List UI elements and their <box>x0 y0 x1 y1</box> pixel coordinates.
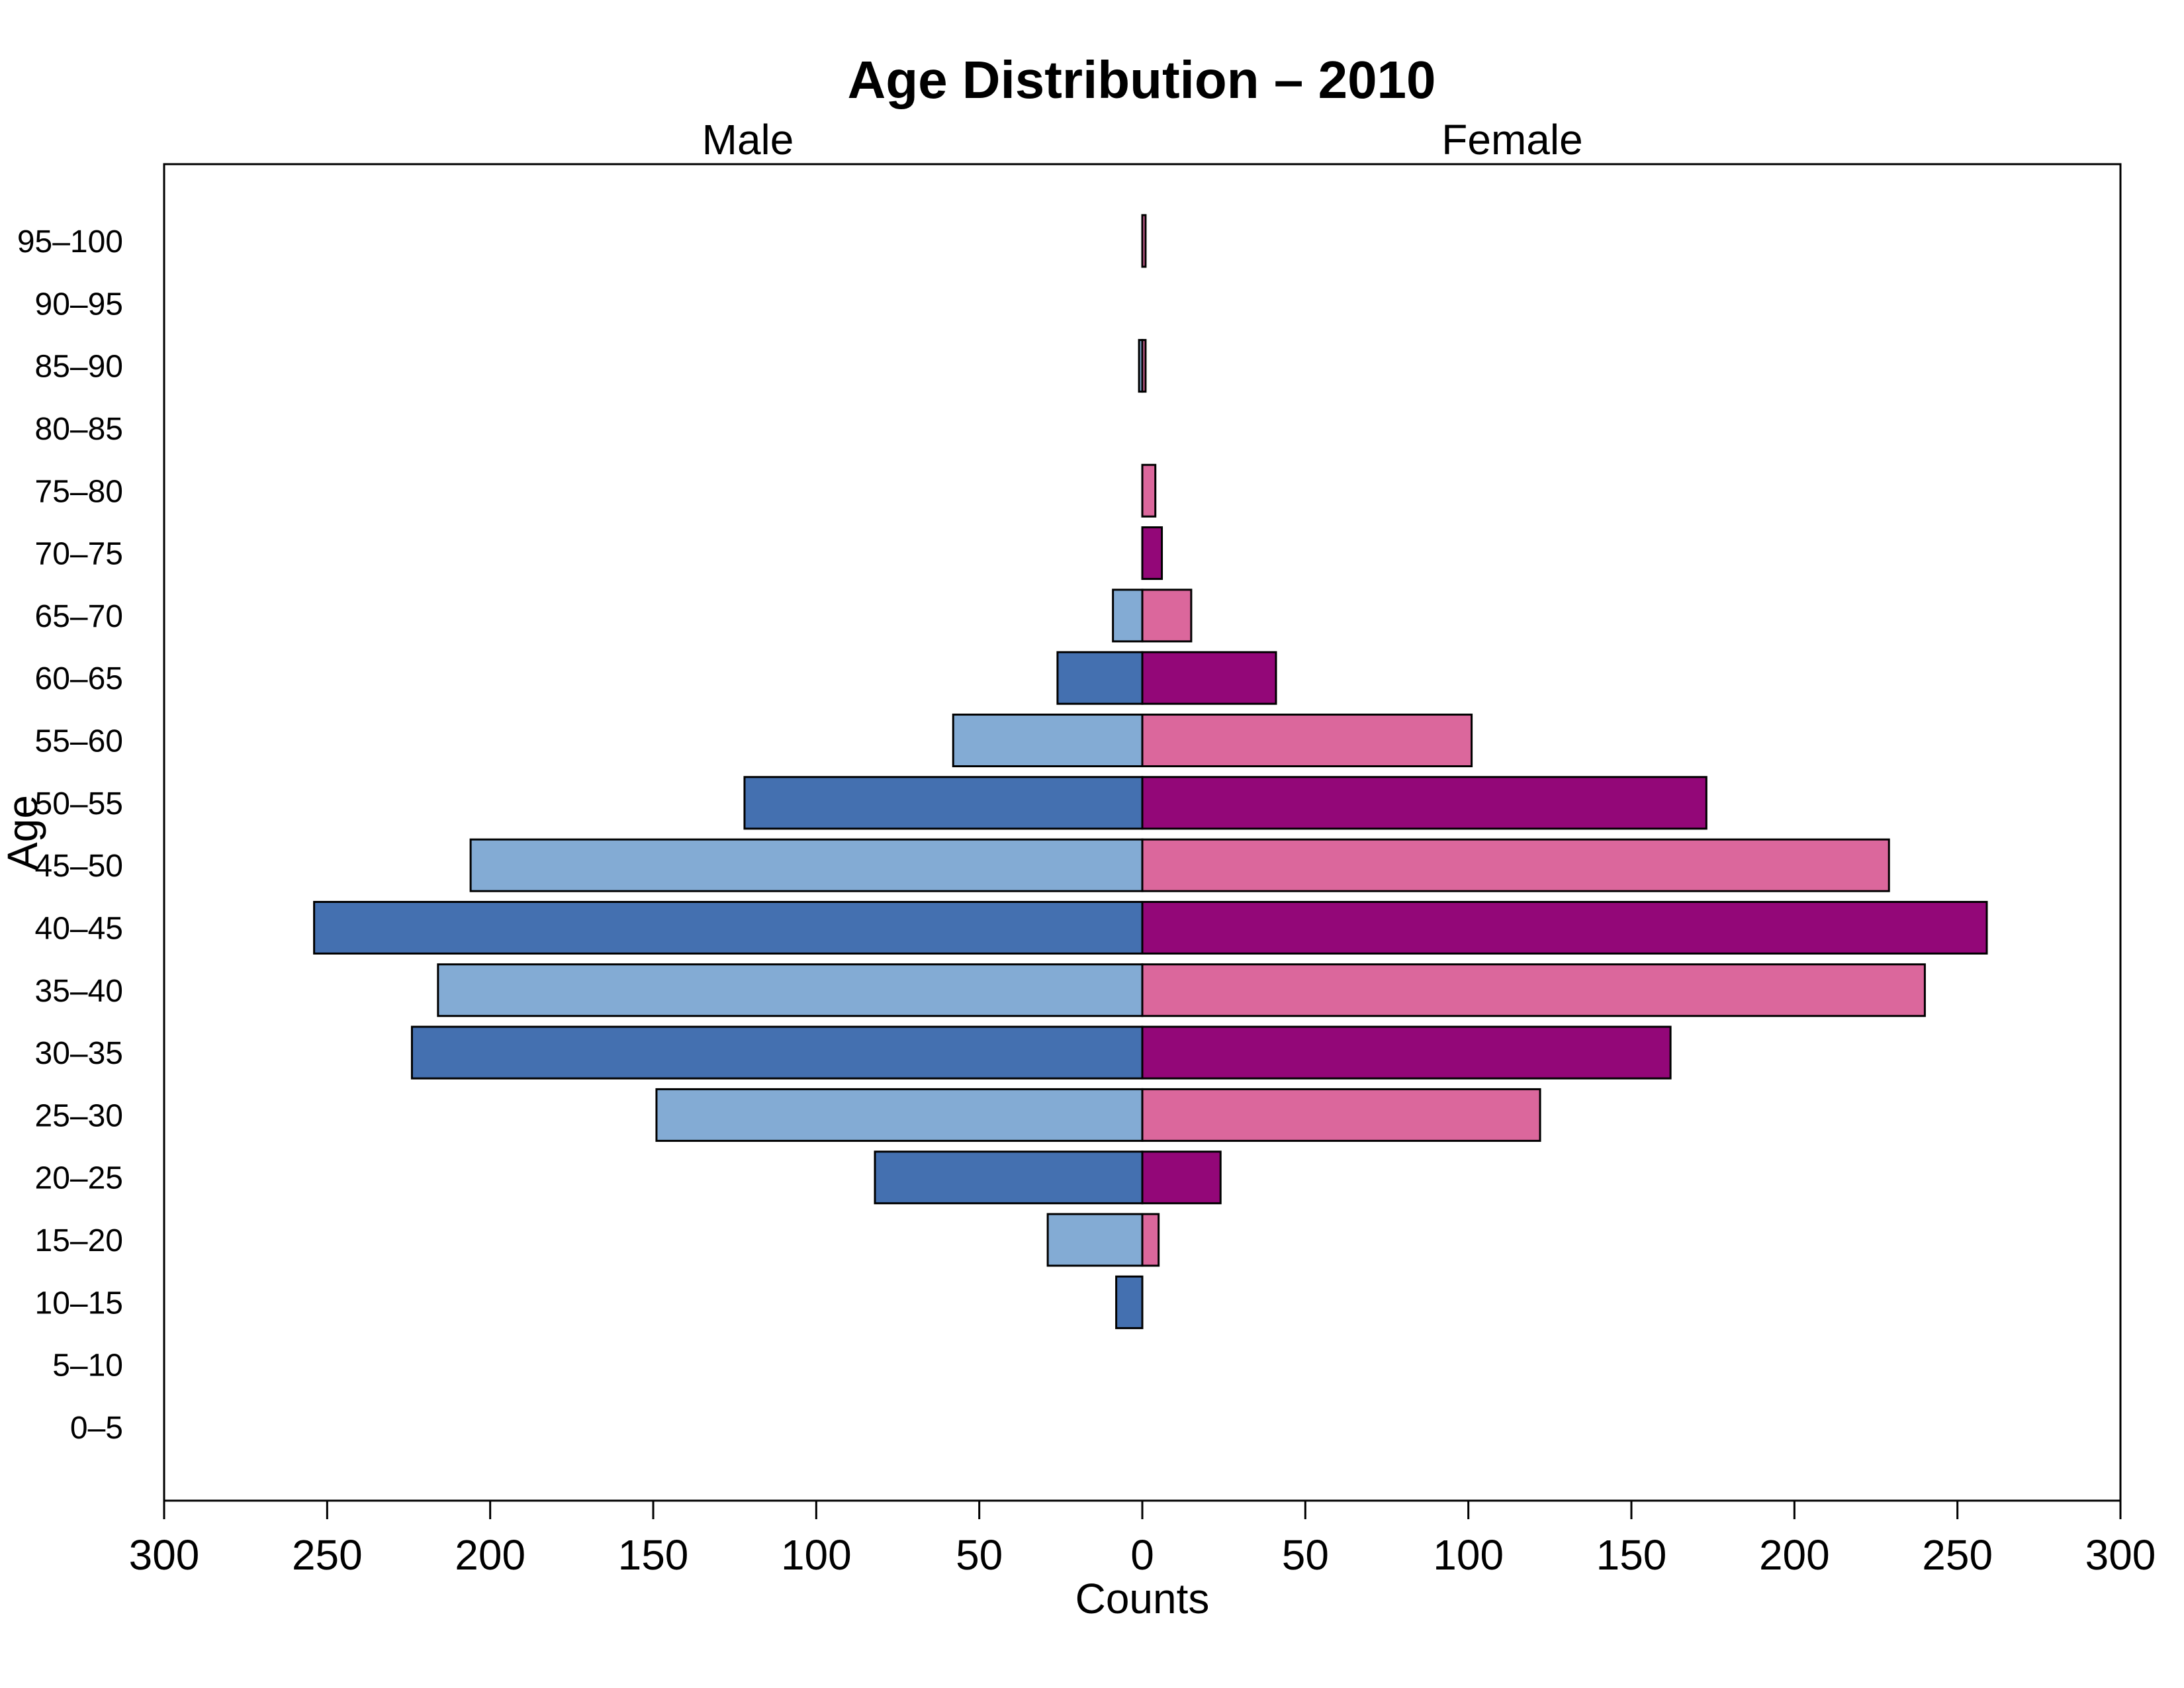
bar-male-65–70 <box>1112 588 1144 643</box>
x-tick-label: 150 <box>1596 1531 1667 1579</box>
bar-female-95–100 <box>1141 214 1147 268</box>
y-tick-label: 65–70 <box>35 599 123 634</box>
bar-male-40–45 <box>313 900 1144 955</box>
bar-male-35–40 <box>437 963 1144 1017</box>
bar-female-25–30 <box>1141 1088 1541 1142</box>
y-tick-label: 20–25 <box>35 1161 123 1196</box>
bar-female-30–35 <box>1141 1025 1672 1080</box>
y-tick-label: 5–10 <box>52 1348 123 1383</box>
bar-female-35–40 <box>1141 963 1926 1017</box>
bar-female-60–65 <box>1141 651 1277 705</box>
bar-female-75–80 <box>1141 463 1157 518</box>
male-side-label: Male <box>702 116 794 164</box>
x-tick-label: 250 <box>292 1531 363 1579</box>
y-axis-label: Age <box>0 795 46 870</box>
bar-female-45–50 <box>1141 838 1890 892</box>
bar-male-30–35 <box>410 1025 1144 1080</box>
x-tick-label: 250 <box>1922 1531 1993 1579</box>
x-tick-label: 200 <box>455 1531 525 1579</box>
y-tick-label: 80–85 <box>35 412 123 447</box>
y-tick-label: 50–55 <box>35 786 123 821</box>
bar-female-55–60 <box>1141 714 1473 768</box>
bars-group <box>313 214 1988 1329</box>
bar-female-20–25 <box>1141 1150 1222 1205</box>
x-tick-label: 150 <box>618 1531 689 1579</box>
bar-female-50–55 <box>1141 776 1707 830</box>
bar-male-15–20 <box>1046 1213 1144 1267</box>
y-tick-label: 45–50 <box>35 849 123 884</box>
x-tick-label: 300 <box>129 1531 200 1579</box>
chart-title: Age Distribution – 2010 <box>847 50 1435 109</box>
bar-male-10–15 <box>1115 1275 1144 1329</box>
y-tick-label: 25–30 <box>35 1098 123 1133</box>
x-tick-label: 300 <box>2085 1531 2156 1579</box>
bar-male-60–65 <box>1056 651 1144 705</box>
y-tick-label: 95–100 <box>17 224 123 259</box>
y-tick-label: 90–95 <box>35 287 123 322</box>
y-tick-label: 10–15 <box>35 1286 123 1321</box>
bar-female-15–20 <box>1141 1213 1160 1267</box>
female-side-label: Female <box>1441 116 1582 164</box>
bar-female-70–75 <box>1141 526 1163 581</box>
x-tick-label: 50 <box>956 1531 1003 1579</box>
x-axis: 300 250 200 150 100 50 0 50 100 150 200 250 300 <box>129 1501 2156 1579</box>
y-tick-label: 30–35 <box>35 1036 123 1071</box>
bar-male-20–25 <box>874 1150 1144 1205</box>
x-axis-label: Counts <box>1075 1575 1210 1622</box>
y-tick-labels: 0–5 5–10 10–15 15–20 20–25 25–30 30–35 35–40 40–… <box>17 224 123 1446</box>
bar-male-45–50 <box>469 838 1144 892</box>
x-tick-label: 200 <box>1759 1531 1830 1579</box>
y-tick-label: 0–5 <box>70 1411 123 1446</box>
y-tick-label: 70–75 <box>35 537 123 572</box>
y-tick-label: 35–40 <box>35 974 123 1009</box>
x-tick-label: 0 <box>1130 1531 1154 1579</box>
y-tick-label: 15–20 <box>35 1223 123 1258</box>
y-tick-label: 75–80 <box>35 474 123 509</box>
y-tick-label: 40–45 <box>35 911 123 946</box>
x-tick-label: 100 <box>1433 1531 1504 1579</box>
y-tick-label: 60–65 <box>35 661 123 696</box>
y-tick-label: 55–60 <box>35 724 123 759</box>
bar-male-55–60 <box>952 714 1144 768</box>
bar-female-85–90 <box>1141 339 1147 393</box>
x-tick-label: 50 <box>1282 1531 1329 1579</box>
bar-male-50–55 <box>743 776 1144 830</box>
x-tick-label: 100 <box>781 1531 852 1579</box>
y-tick-label: 85–90 <box>35 350 123 385</box>
bar-female-40–45 <box>1141 900 1988 955</box>
bar-male-25–30 <box>655 1088 1144 1142</box>
bar-female-65–70 <box>1141 588 1193 643</box>
